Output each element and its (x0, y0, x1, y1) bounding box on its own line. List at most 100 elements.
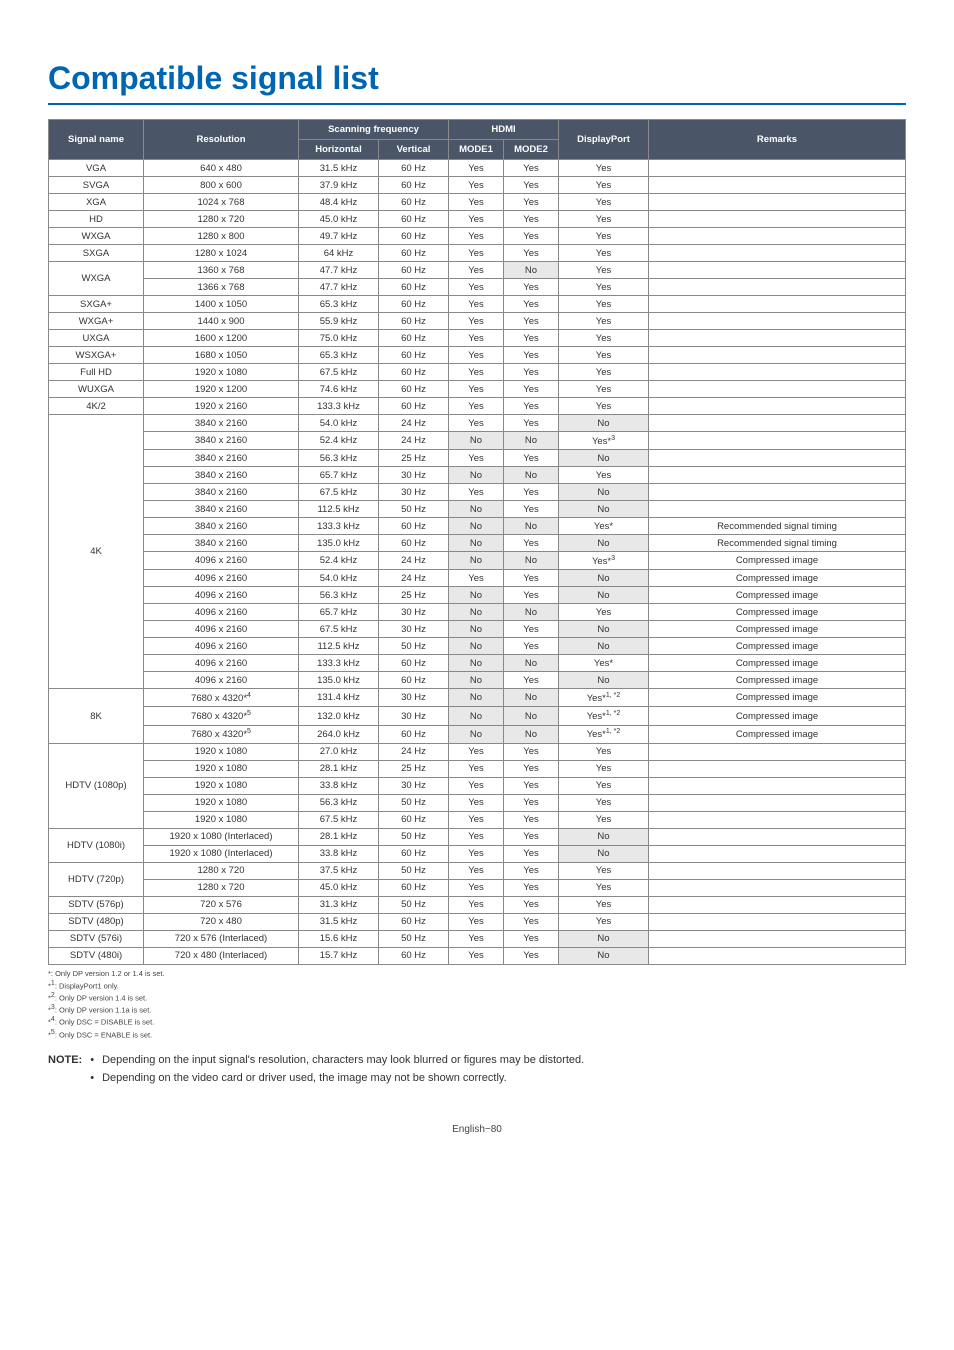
cell-horizontal: 133.3 kHz (299, 398, 379, 415)
cell-remarks: Compressed image (649, 587, 906, 604)
cell-remarks (649, 828, 906, 845)
cell-displayport: Yes (559, 743, 649, 760)
table-row: WXGA1360 x 76847.7 kHz60 HzYesNoYes (49, 262, 906, 279)
cell-remarks: Compressed image (649, 725, 906, 743)
cell-mode1: Yes (449, 794, 504, 811)
cell-mode1: Yes (449, 211, 504, 228)
cell-displayport: Yes (559, 160, 649, 177)
cell-displayport: Yes (559, 228, 649, 245)
cell-signal-name: 8K (49, 689, 144, 743)
cell-mode2: No (504, 604, 559, 621)
cell-signal-name: WXGA (49, 262, 144, 296)
cell-mode2: Yes (504, 398, 559, 415)
table-row: WSXGA+1680 x 105065.3 kHz60 HzYesYesYes (49, 347, 906, 364)
cell-mode1: Yes (449, 279, 504, 296)
cell-signal-name: HD (49, 211, 144, 228)
cell-horizontal: 65.7 kHz (299, 604, 379, 621)
cell-displayport: No (559, 484, 649, 501)
cell-mode2: No (504, 689, 559, 707)
cell-vertical: 60 Hz (379, 879, 449, 896)
cell-mode2: Yes (504, 211, 559, 228)
cell-remarks: Compressed image (649, 621, 906, 638)
cell-displayport: Yes (559, 211, 649, 228)
cell-mode2: Yes (504, 501, 559, 518)
cell-remarks: Compressed image (649, 570, 906, 587)
cell-horizontal: 31.5 kHz (299, 160, 379, 177)
cell-vertical: 24 Hz (379, 552, 449, 570)
cell-vertical: 60 Hz (379, 228, 449, 245)
cell-vertical: 30 Hz (379, 484, 449, 501)
cell-resolution: 1600 x 1200 (144, 330, 299, 347)
cell-vertical: 60 Hz (379, 672, 449, 689)
cell-mode2: Yes (504, 535, 559, 552)
cell-vertical: 60 Hz (379, 245, 449, 262)
cell-mode1: No (449, 467, 504, 484)
th-mode2: MODE2 (504, 140, 559, 160)
table-row: HDTV (720p)1280 x 72037.5 kHz50 HzYesYes… (49, 862, 906, 879)
cell-remarks (649, 760, 906, 777)
cell-mode1: No (449, 707, 504, 725)
cell-signal-name: WXGA+ (49, 313, 144, 330)
cell-remarks (649, 913, 906, 930)
cell-horizontal: 133.3 kHz (299, 518, 379, 535)
table-row: 4096 x 2160112.5 kHz50 HzNoYesNoCompress… (49, 638, 906, 655)
cell-horizontal: 64 kHz (299, 245, 379, 262)
cell-remarks: Compressed image (649, 689, 906, 707)
cell-vertical: 50 Hz (379, 828, 449, 845)
cell-resolution: 4096 x 2160 (144, 552, 299, 570)
cell-signal-name: HDTV (720p) (49, 862, 144, 896)
cell-horizontal: 37.5 kHz (299, 862, 379, 879)
cell-remarks (649, 262, 906, 279)
cell-mode2: Yes (504, 381, 559, 398)
cell-remarks: Compressed image (649, 604, 906, 621)
cell-remarks: Compressed image (649, 552, 906, 570)
cell-mode1: Yes (449, 947, 504, 964)
cell-remarks (649, 879, 906, 896)
cell-mode2: Yes (504, 587, 559, 604)
cell-mode1: Yes (449, 330, 504, 347)
cell-resolution: 1920 x 1080 (144, 777, 299, 794)
th-vertical: Vertical (379, 140, 449, 160)
cell-horizontal: 74.6 kHz (299, 381, 379, 398)
cell-mode2: Yes (504, 862, 559, 879)
cell-mode1: Yes (449, 570, 504, 587)
table-row: 8K7680 x 4320*4131.4 kHz30 HzNoNoYes*1, … (49, 689, 906, 707)
table-row: 4K/21920 x 2160133.3 kHz60 HzYesYesYes (49, 398, 906, 415)
cell-displayport: Yes*3 (559, 432, 649, 450)
cell-displayport: Yes*1, *2 (559, 725, 649, 743)
cell-mode2: Yes (504, 177, 559, 194)
cell-vertical: 60 Hz (379, 947, 449, 964)
table-row: HDTV (1080p)1920 x 108027.0 kHz24 HzYesY… (49, 743, 906, 760)
cell-displayport: Yes (559, 330, 649, 347)
cell-vertical: 60 Hz (379, 347, 449, 364)
cell-vertical: 25 Hz (379, 450, 449, 467)
cell-displayport: No (559, 570, 649, 587)
table-row: 1280 x 72045.0 kHz60 HzYesYesYes (49, 879, 906, 896)
cell-vertical: 60 Hz (379, 279, 449, 296)
cell-displayport: No (559, 828, 649, 845)
cell-horizontal: 56.3 kHz (299, 794, 379, 811)
cell-mode1: Yes (449, 879, 504, 896)
cell-displayport: Yes* (559, 655, 649, 672)
footnotes: *: Only DP version 1.2 or 1.4 is set.*1:… (48, 969, 906, 1040)
cell-vertical: 24 Hz (379, 415, 449, 432)
cell-mode2: Yes (504, 760, 559, 777)
cell-mode1: Yes (449, 364, 504, 381)
cell-resolution: 4096 x 2160 (144, 570, 299, 587)
table-row: 3840 x 2160133.3 kHz60 HzNoNoYes*Recomme… (49, 518, 906, 535)
cell-horizontal: 67.5 kHz (299, 811, 379, 828)
cell-vertical: 24 Hz (379, 743, 449, 760)
cell-vertical: 60 Hz (379, 313, 449, 330)
cell-resolution: 1920 x 1080 (144, 364, 299, 381)
cell-displayport: No (559, 672, 649, 689)
cell-horizontal: 33.8 kHz (299, 845, 379, 862)
cell-displayport: Yes (559, 879, 649, 896)
cell-displayport: No (559, 845, 649, 862)
cell-vertical: 60 Hz (379, 398, 449, 415)
cell-horizontal: 31.5 kHz (299, 913, 379, 930)
cell-remarks (649, 245, 906, 262)
cell-mode1: Yes (449, 381, 504, 398)
cell-mode1: Yes (449, 177, 504, 194)
cell-displayport: Yes*1, *2 (559, 707, 649, 725)
cell-horizontal: 56.3 kHz (299, 450, 379, 467)
